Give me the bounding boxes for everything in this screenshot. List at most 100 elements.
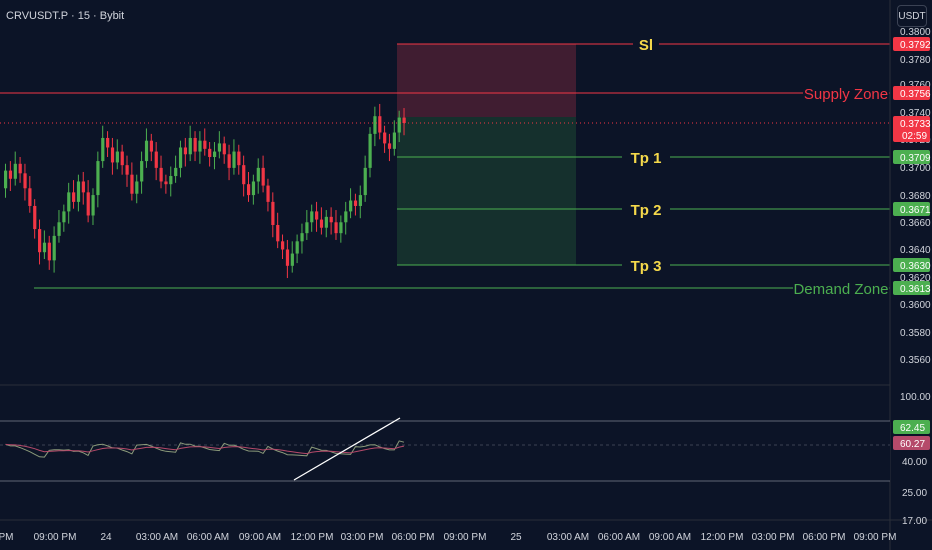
price-tick: 0.3560	[900, 355, 931, 366]
candle-body	[125, 165, 129, 175]
candle-body	[193, 137, 197, 152]
time-tick: 06:00 PM	[392, 532, 435, 543]
time-tick: 03:00 AM	[136, 532, 178, 543]
candle-body	[28, 188, 32, 206]
time-tick: 06:00 PM	[803, 532, 846, 543]
currency-button[interactable]: USDT	[897, 5, 927, 27]
price-tick: 0.3600	[900, 300, 931, 311]
stop-loss-box	[397, 44, 576, 117]
candle-body	[222, 143, 226, 155]
candle-body	[8, 170, 13, 179]
candle-body	[232, 151, 236, 168]
rsi-value-tag: 62.45	[900, 423, 925, 434]
candle-body	[368, 133, 372, 168]
price-tick: 0.3620	[900, 273, 931, 284]
sl-price-tag: 0.3792	[900, 40, 931, 51]
current-price-tag: 0.3733	[900, 119, 931, 130]
rsi-tick: 17.00	[902, 516, 927, 527]
candle-body	[188, 137, 192, 155]
candle-body	[169, 176, 173, 185]
time-tick: 09:00 AM	[239, 532, 281, 543]
price-tick: 0.3660	[900, 218, 931, 229]
rsi-moving-average	[5, 443, 405, 455]
price-tick: 0.3800	[900, 27, 931, 38]
candle-body	[305, 222, 309, 234]
candle-body	[217, 143, 222, 152]
sl-label: Sl	[639, 37, 653, 54]
price-tick: 0.3780	[900, 55, 931, 66]
candle-body	[329, 216, 333, 223]
candle-body	[378, 116, 382, 133]
candle-body	[295, 241, 299, 254]
candle-body	[86, 192, 90, 216]
candle-body	[57, 222, 61, 236]
candle-body	[42, 242, 47, 253]
candle-body	[164, 181, 168, 185]
candle-body	[13, 163, 17, 179]
candle-body	[237, 151, 241, 166]
candle-body	[256, 167, 260, 182]
candle-body	[96, 161, 100, 196]
price-tick: 0.3760	[900, 80, 931, 91]
price-tick: 0.3740	[900, 108, 931, 119]
demand-zone-label: Demand Zone	[793, 281, 888, 298]
tp3-label: Tp 3	[631, 258, 662, 275]
price-tick: 0.3580	[900, 328, 931, 339]
candle-body	[154, 151, 158, 168]
candle-body	[120, 151, 124, 166]
candle-body	[349, 200, 353, 212]
candle-body	[402, 117, 406, 123]
candle-body	[383, 132, 387, 144]
candle-body	[135, 181, 139, 194]
candle-body	[174, 167, 178, 177]
candle-body	[23, 173, 27, 189]
rsi-tick: 25.00	[902, 488, 927, 499]
candle-body	[319, 219, 324, 228]
time-tick: 12:00 PM	[291, 532, 334, 543]
candle-body	[67, 192, 71, 212]
candle-body	[130, 174, 134, 194]
price-tick: 0.3700	[900, 163, 931, 174]
candle-body	[212, 151, 217, 157]
candle-body	[159, 167, 163, 182]
candle-body	[144, 140, 149, 162]
rsi-tick: 40.00	[902, 457, 927, 468]
time-tick: 09:00 PM	[444, 532, 487, 543]
candle-body	[242, 165, 246, 185]
time-tick: 09:00 PM	[34, 532, 77, 543]
candle-body	[324, 216, 328, 228]
price-tick: 0.3680	[900, 191, 931, 202]
candle-body	[339, 222, 343, 234]
candle-body	[261, 167, 265, 186]
tp2-price-tag: 0.3671	[900, 205, 931, 216]
candle-body	[198, 140, 202, 152]
time-tick: 03:00 PM	[752, 532, 795, 543]
demand-price-tag: 0.3613	[900, 284, 931, 295]
symbol-title: CRVUSDT.P · 15 · Bybit	[6, 10, 125, 22]
time-tick: 24	[100, 532, 112, 543]
rsi-tick: 100.00	[900, 392, 931, 403]
time-tick: 03:00 PM	[341, 532, 384, 543]
tp1-label: Tp 1	[631, 150, 662, 167]
time-tick: 06:00 AM	[598, 532, 640, 543]
time-tick: 06:00 AM	[187, 532, 229, 543]
candle-body	[276, 225, 280, 242]
candle-body	[38, 229, 42, 253]
time-tick: 25	[510, 532, 522, 543]
rsi-trendline	[293, 417, 401, 481]
take-profit-box	[397, 117, 576, 265]
candle-body	[266, 185, 270, 202]
candle-body	[358, 195, 362, 206]
candle-body	[115, 151, 119, 163]
time-tick: 12:00 PM	[701, 532, 744, 543]
candle-body	[285, 249, 290, 266]
candle-body	[91, 195, 95, 216]
candle-body	[140, 161, 144, 182]
candle-body	[344, 211, 348, 223]
candle-body	[183, 147, 188, 155]
candle-body	[149, 140, 153, 152]
candle-body	[76, 181, 81, 202]
candle-body	[363, 167, 367, 196]
candle-body	[52, 235, 56, 261]
